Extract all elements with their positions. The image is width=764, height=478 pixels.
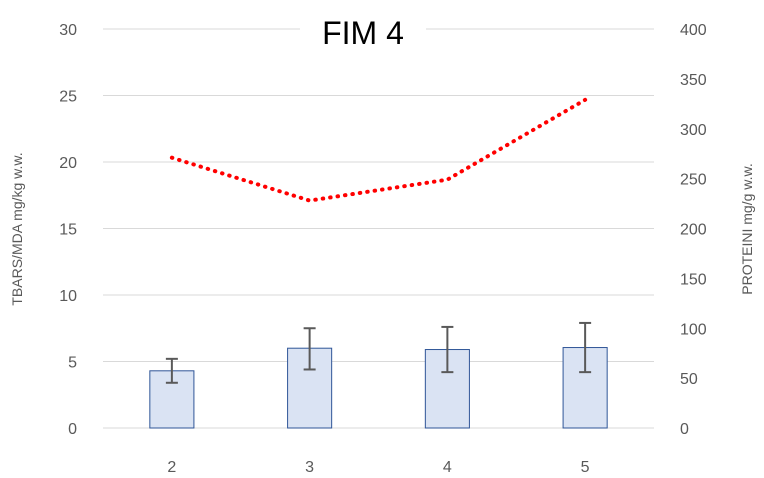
x-tick-label: 2 [167, 459, 176, 476]
y-right-tick-label: 50 [680, 371, 698, 388]
error-bar [441, 325, 454, 374]
x-tick-label: 3 [305, 459, 314, 476]
error-bar [303, 327, 316, 371]
y-left-tick-label: 30 [59, 22, 77, 39]
chart-title-group: FIM 4 [300, 10, 426, 54]
line-series-path [169, 97, 588, 203]
y-right-tick-label: 350 [680, 72, 707, 89]
bar-series [149, 347, 608, 429]
y-left-tick-label: 10 [59, 288, 77, 305]
line-series [169, 97, 588, 203]
x-tick-label: 4 [443, 459, 452, 476]
y-right-tick-label: 300 [680, 122, 707, 139]
error-bar [579, 321, 592, 374]
y-left-tick-label: 25 [59, 89, 77, 106]
y-right-tick-label: 100 [680, 321, 707, 338]
y-right-axis-title: PROTEINI mg/g w.w. [739, 163, 755, 294]
chart-title: FIM 4 [322, 15, 404, 51]
y-right-tick-label: 400 [680, 22, 707, 39]
y-right-tick-label: 200 [680, 222, 707, 239]
error-bar [165, 357, 178, 384]
y-right-tick-label: 0 [680, 421, 689, 438]
y-left-tick-label: 0 [68, 421, 77, 438]
y-left-axis-title: TBARS/MDA mg/kg w.w. [9, 152, 25, 305]
y-right-tick-label: 250 [680, 172, 707, 189]
y-left-tick-label: 15 [59, 222, 77, 239]
y-left-tick-label: 5 [68, 355, 77, 372]
y-left-tick-label: 20 [59, 155, 77, 172]
x-tick-label: 5 [581, 459, 590, 476]
chart-title-background [300, 10, 426, 54]
error-bars [165, 321, 592, 384]
y-right-tick-label: 150 [680, 271, 707, 288]
